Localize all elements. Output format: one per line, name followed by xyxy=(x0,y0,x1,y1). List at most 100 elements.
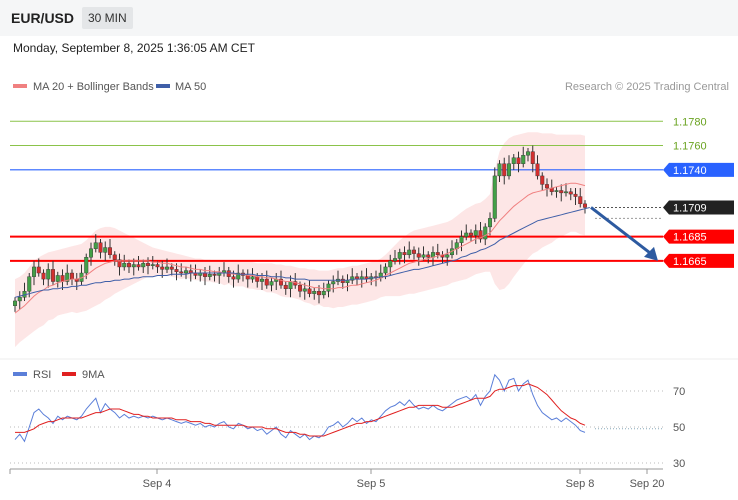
candle-body xyxy=(488,218,493,228)
timestamp: Monday, September 8, 2025 1:36:05 AM CET xyxy=(13,41,255,55)
candle xyxy=(36,258,41,277)
candle xyxy=(269,277,274,292)
candle-body xyxy=(507,163,512,177)
candle xyxy=(46,263,51,288)
forecast-arrow-shaft xyxy=(590,206,651,255)
candle xyxy=(136,256,141,271)
candle xyxy=(17,291,22,310)
candle xyxy=(407,241,412,259)
level-1-1760-label: 1.1760 xyxy=(673,141,707,153)
candle-body xyxy=(145,263,150,266)
forecast-arrow-head xyxy=(644,246,658,261)
candle-body xyxy=(36,266,41,274)
candle xyxy=(568,188,573,201)
candle-body xyxy=(350,276,355,281)
candle-body xyxy=(478,230,483,240)
symbol-label: EUR/USD xyxy=(11,10,75,26)
candle-body xyxy=(388,260,393,268)
candle-body xyxy=(492,175,497,219)
candle-body xyxy=(46,269,51,280)
candle xyxy=(107,239,112,259)
candle-body xyxy=(435,252,440,256)
credit-text: Research © 2025 Trading Central xyxy=(565,81,729,93)
candle xyxy=(521,146,526,168)
candle xyxy=(412,246,417,260)
candle-body xyxy=(559,190,564,194)
candle xyxy=(554,186,559,198)
candle xyxy=(141,259,146,274)
candle-body xyxy=(554,190,559,192)
candle-body xyxy=(564,191,569,194)
candle-body xyxy=(107,247,112,256)
candle-body xyxy=(326,283,331,292)
candle-body xyxy=(112,254,117,260)
ma50-line xyxy=(14,207,590,298)
legend-swatch-rsi xyxy=(13,372,27,376)
candle-body xyxy=(464,232,469,237)
candle xyxy=(478,222,483,243)
candle-body xyxy=(250,276,255,280)
candle xyxy=(150,256,155,270)
candle-body xyxy=(55,275,60,282)
candle xyxy=(535,155,540,180)
candle-body xyxy=(573,193,578,197)
candle-body xyxy=(459,236,464,243)
level-1-1709-label: 1.1709 xyxy=(673,202,707,214)
candle xyxy=(112,251,117,266)
legend-label-ma20: MA 20 + Bollinger Bands xyxy=(33,81,154,93)
candle-body xyxy=(578,196,583,205)
candle-body xyxy=(27,276,32,292)
candle xyxy=(340,275,345,289)
candle xyxy=(545,178,550,197)
candle-body xyxy=(307,288,312,294)
candle-body xyxy=(331,281,336,285)
candle xyxy=(283,281,288,295)
candle-body xyxy=(88,248,93,258)
rsi-tick-label: 70 xyxy=(673,386,685,398)
candle xyxy=(126,259,131,274)
candle-body xyxy=(416,253,421,258)
x-tick-label: Sep 4 xyxy=(143,478,172,490)
candle xyxy=(155,260,160,274)
candle-body xyxy=(340,278,345,283)
candle xyxy=(511,154,516,170)
candle xyxy=(98,239,103,259)
x-tick-label: Sep 8 xyxy=(566,478,595,490)
candle-body xyxy=(521,155,526,164)
candle xyxy=(93,234,98,253)
candle-body xyxy=(231,276,236,280)
candle xyxy=(421,246,426,261)
candle-body xyxy=(174,269,179,273)
candle-body xyxy=(260,278,265,282)
candle xyxy=(331,275,336,293)
legend-swatch-ma20 xyxy=(13,84,27,88)
candle-body xyxy=(207,274,212,277)
timeframe-button[interactable]: 30 MIN xyxy=(82,7,133,29)
level-1-1665-tag xyxy=(663,253,734,268)
level-1-1685-tag xyxy=(663,229,734,244)
candle xyxy=(103,241,108,261)
candle-body xyxy=(279,278,284,286)
candle-body xyxy=(141,263,146,268)
candle-body xyxy=(511,157,516,164)
legend-swatch-ma50 xyxy=(156,84,170,88)
candle-body xyxy=(383,266,388,274)
candle-body xyxy=(65,272,70,282)
candle xyxy=(317,285,322,304)
candle xyxy=(526,147,531,162)
candle xyxy=(402,246,407,264)
candle-body xyxy=(321,291,326,296)
candle-body xyxy=(402,252,407,256)
candle xyxy=(426,251,431,264)
candle-body xyxy=(516,157,521,164)
candle xyxy=(464,224,469,241)
candle xyxy=(236,264,241,283)
candle-body xyxy=(32,266,37,277)
candle xyxy=(212,270,217,282)
candle-body xyxy=(155,264,160,268)
candle xyxy=(507,155,512,180)
candle xyxy=(416,247,421,266)
level-1-1740-label: 1.1740 xyxy=(673,165,707,177)
legend-label-9ma: 9MA xyxy=(82,369,105,381)
